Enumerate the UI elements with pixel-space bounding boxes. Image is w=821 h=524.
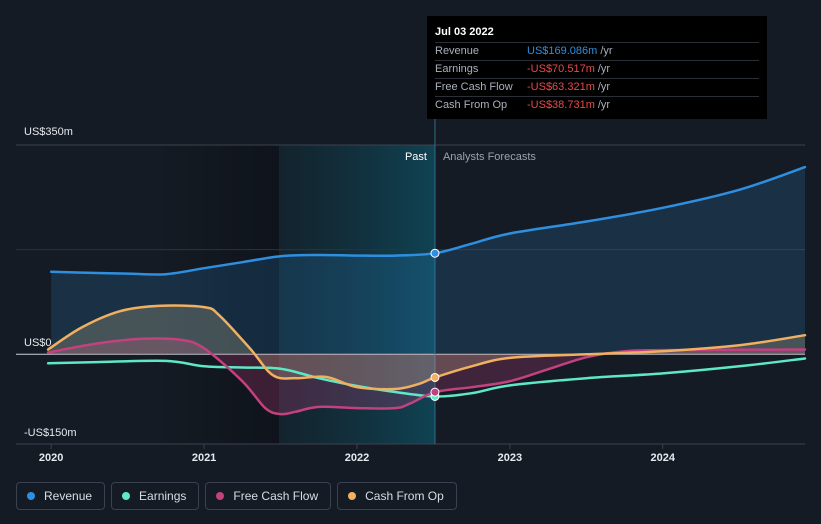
- marker-free-cash-flow: [430, 387, 440, 397]
- legend-item-earnings[interactable]: Earnings: [111, 482, 200, 510]
- area-revenue: [51, 167, 805, 355]
- x-tick-label: 2024: [651, 452, 676, 464]
- past-region: [156, 145, 279, 444]
- legend-dot-icon: [27, 492, 35, 500]
- tooltip-unit: /yr: [597, 99, 611, 111]
- tooltip-label: Cash From Op: [435, 99, 508, 111]
- marker-cash-from-op: [430, 372, 440, 382]
- tooltip-value: -US$70.517m: [527, 63, 595, 75]
- tooltip-row-earnings: Earnings -US$70.517m /yr: [435, 60, 759, 78]
- tooltip: Jul 03 2022 Revenue US$169.086m /yr Earn…: [427, 16, 767, 119]
- tooltip-unit: /yr: [597, 63, 611, 75]
- x-tick-label: 2022: [345, 452, 369, 464]
- tooltip-unit: /yr: [600, 45, 613, 57]
- series-line-revenue: [49, 165, 807, 276]
- area-free-cash-flow: [48, 338, 806, 415]
- x-tick-label: 2023: [498, 452, 522, 464]
- tooltip-row-revenue: Revenue US$169.086m /yr: [435, 42, 759, 60]
- legend-label: Cash From Op: [365, 489, 444, 503]
- legend-dot-icon: [122, 492, 131, 500]
- tooltip-label: Free Cash Flow: [435, 81, 513, 93]
- legend-label: Revenue: [44, 489, 93, 503]
- tooltip-label: Revenue: [435, 45, 480, 57]
- tooltip-label: Earnings: [435, 63, 479, 75]
- legend-dot-icon: [348, 492, 357, 500]
- y-tick-label: US$350m: [24, 126, 73, 138]
- tooltip-value: -US$63.321m: [527, 81, 595, 93]
- past-label: Past: [405, 151, 427, 163]
- legend: Revenue Earnings Free Cash Flow Cash Fro…: [16, 482, 457, 510]
- legend-item-revenue[interactable]: Revenue: [16, 482, 106, 510]
- tooltip-unit: /yr: [597, 81, 611, 93]
- y-tick-label: -US$150m: [24, 427, 77, 439]
- series-line-free-cash-flow: [46, 337, 807, 416]
- tooltip-value: US$169.086m: [527, 45, 598, 57]
- area-cash-from-op: [48, 305, 806, 390]
- series-line-cash-from-op: [46, 304, 807, 391]
- forecast-label: Analysts Forecasts: [443, 151, 536, 163]
- tooltip-date: Jul 03 2022: [435, 26, 494, 38]
- legend-dot-icon: [216, 492, 225, 500]
- x-tick-label: 2020: [39, 452, 63, 464]
- tooltip-row-cash-from-op: Cash From Op -US$38.731m /yr: [435, 96, 759, 114]
- legend-label: Free Cash Flow: [233, 489, 319, 503]
- tooltip-row-free-cash-flow: Free Cash Flow -US$63.321m /yr: [435, 78, 759, 96]
- legend-item-free-cash-flow[interactable]: Free Cash Flow: [205, 482, 332, 510]
- legend-label: Earnings: [139, 489, 187, 503]
- legend-item-cash-from-op[interactable]: Cash From Op: [337, 482, 457, 510]
- x-tick-label: 2021: [192, 452, 216, 464]
- y-tick-label: US$0: [24, 337, 52, 349]
- marker-revenue: [430, 248, 440, 258]
- tooltip-value: -US$38.731m: [527, 99, 595, 111]
